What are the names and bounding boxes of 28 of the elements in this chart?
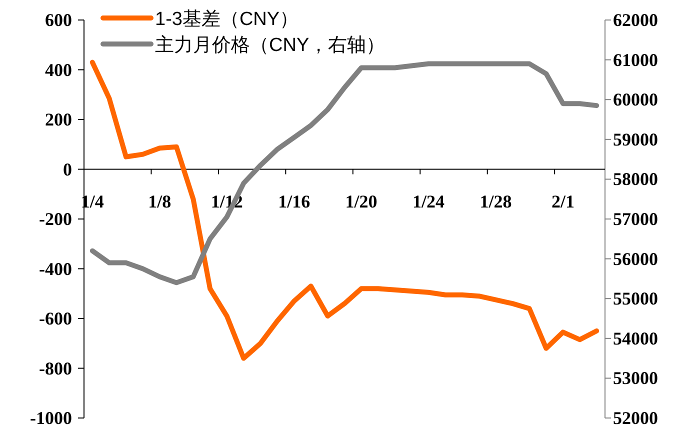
y2-tick-label: 56000 [613, 248, 658, 269]
x-tick-label: 2/1 [551, 191, 574, 212]
y-tick-label: 200 [45, 110, 72, 130]
x-tick-label: 1/24 [412, 191, 445, 212]
x-tick-label: 1/8 [148, 191, 172, 212]
y2-tick-label: 54000 [613, 328, 658, 348]
y-tick-label: 0 [63, 159, 72, 180]
legend-label: 主力月价格（CNY，右轴） [155, 34, 386, 56]
y2-tick-label: 62000 [613, 10, 658, 30]
y-tick-label: -800 [39, 358, 72, 378]
y-tick-label: -600 [39, 308, 72, 328]
x-tick-label: 1/28 [480, 191, 512, 212]
y2-tick-label: 57000 [613, 209, 658, 229]
y-tick-label: 400 [45, 60, 72, 80]
y2-tick-label: 53000 [613, 368, 658, 388]
x-tick-label: 1/20 [345, 191, 378, 212]
y2-tick-label: 58000 [613, 169, 658, 190]
y-tick-label: -400 [39, 258, 72, 279]
y2-tick-label: 60000 [613, 90, 658, 110]
y2-tick-label: 55000 [613, 288, 658, 309]
legend-label: 1-3基差（CNY） [155, 9, 299, 30]
y2-tick-label: 59000 [613, 129, 658, 150]
y-tick-label: -1000 [30, 408, 72, 428]
x-tick-label: 1/16 [278, 191, 310, 212]
y-tick-label: 600 [45, 10, 72, 30]
y2-tick-label: 61000 [613, 50, 658, 70]
y2-tick-label: 52000 [613, 408, 658, 428]
y-tick-label: -200 [39, 209, 72, 229]
